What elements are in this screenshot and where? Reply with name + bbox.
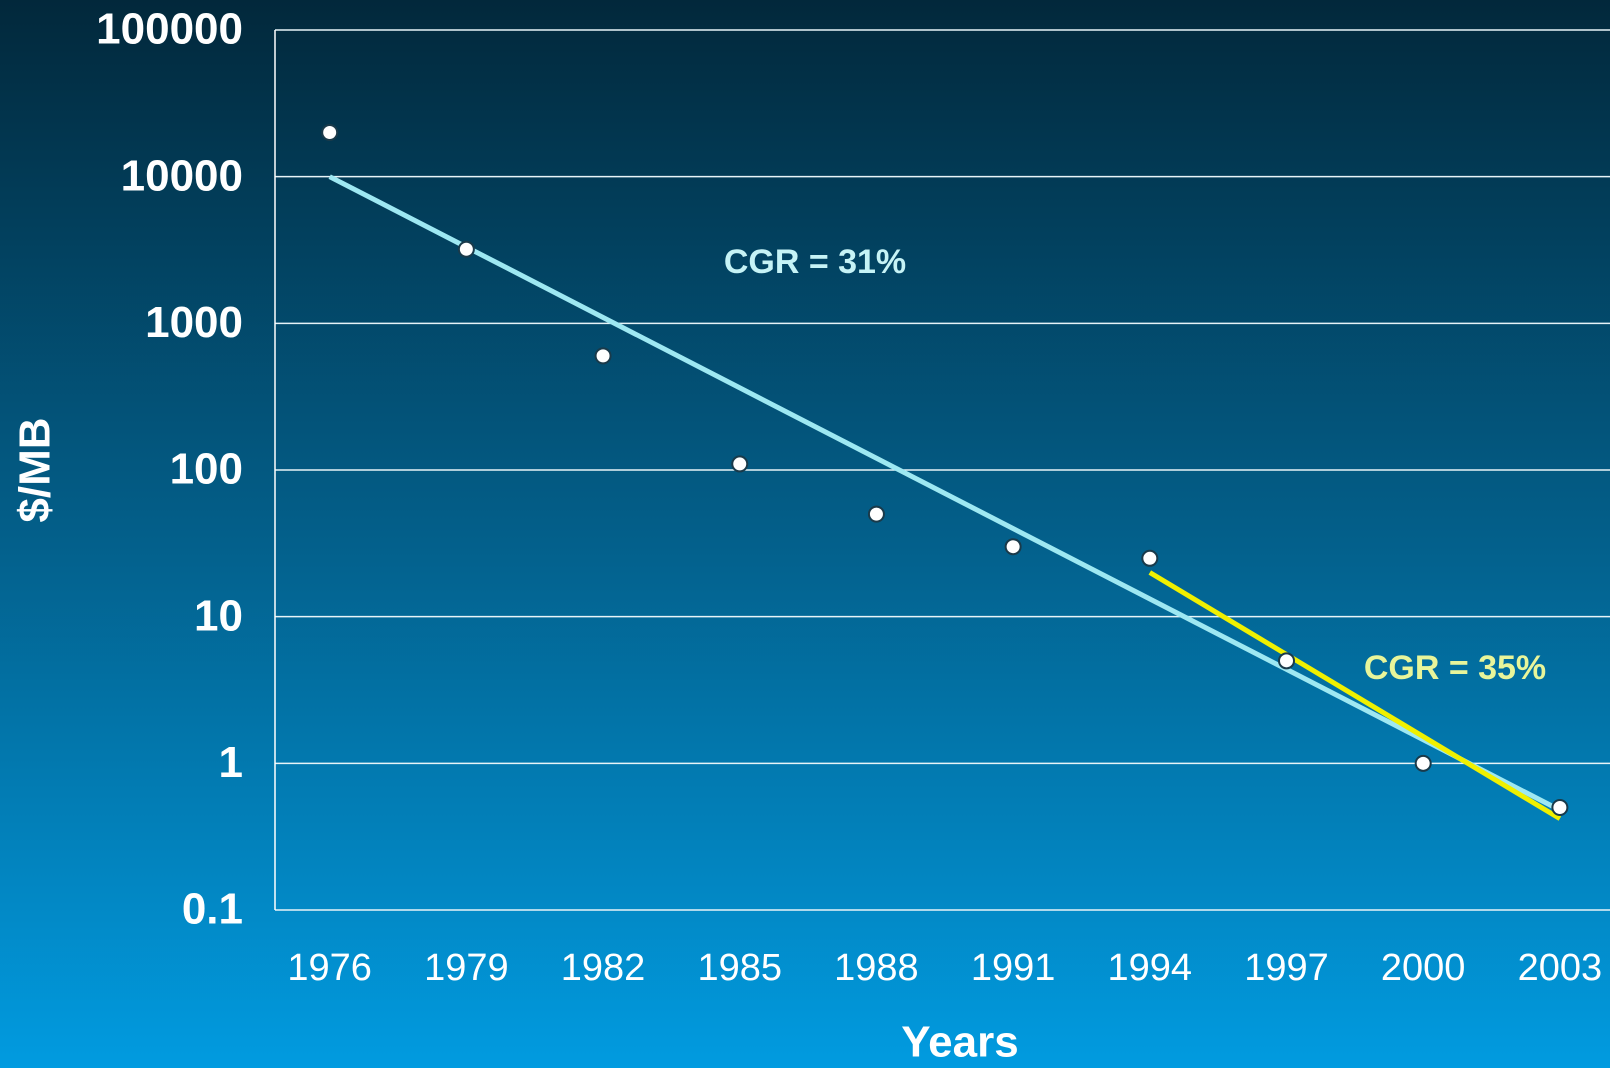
- y-tick-label: 10000: [121, 151, 243, 200]
- y-tick-label: 100: [170, 445, 243, 494]
- annotation: CGR = 31%: [724, 243, 906, 281]
- data-point: [1414, 754, 1432, 772]
- x-tick-label: 1991: [971, 947, 1056, 989]
- x-axis-label: Years: [901, 1018, 1018, 1067]
- trend-line: [1148, 570, 1562, 821]
- y-tick-label: 1: [219, 738, 243, 787]
- x-tick-label: 1976: [287, 947, 372, 989]
- annotation: CGR = 35%: [1364, 649, 1546, 687]
- x-tick-label: 1988: [834, 947, 919, 989]
- y-tick-label: 10: [194, 591, 243, 640]
- data-point: [867, 505, 885, 523]
- data-point: [1004, 538, 1022, 556]
- data-point: [1141, 549, 1159, 567]
- x-tick-label: 1985: [697, 947, 782, 989]
- data-point: [321, 124, 339, 142]
- x-tick-label: 1997: [1244, 947, 1329, 989]
- x-tick-label: 1994: [1108, 947, 1193, 989]
- data-point: [1551, 798, 1569, 816]
- data-point: [1278, 652, 1296, 670]
- trend-line: [328, 174, 1562, 813]
- y-tick-label: 1000: [145, 298, 243, 347]
- y-tick-label: 100000: [96, 5, 243, 54]
- data-point: [594, 347, 612, 365]
- x-tick-label: 1982: [561, 947, 646, 989]
- y-tick-label: 0.1: [182, 885, 243, 934]
- y-axis-label: $/MB: [11, 417, 60, 522]
- x-tick-label: 2003: [1518, 947, 1603, 989]
- data-point: [731, 455, 749, 473]
- data-point: [457, 240, 475, 258]
- x-tick-label: 1979: [424, 947, 509, 989]
- x-tick-label: 2000: [1381, 947, 1466, 989]
